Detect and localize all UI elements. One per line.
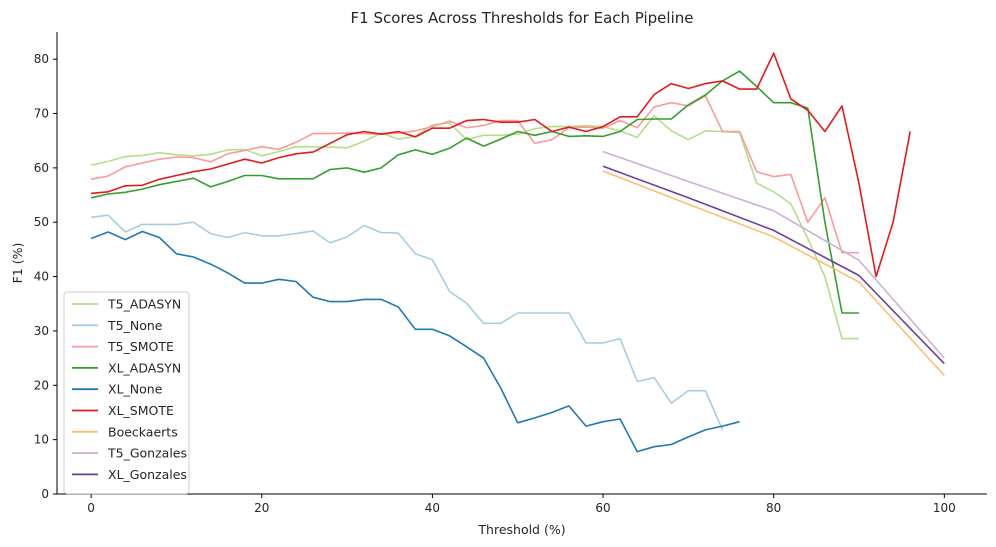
series-lines <box>90 52 945 453</box>
series-line-boeckaerts <box>602 170 945 377</box>
x-tick-label: 100 <box>933 501 956 515</box>
y-tick-label: 40 <box>34 270 49 284</box>
series-line-t5-smote <box>90 94 859 254</box>
legend-entry: T5_Gonzales <box>107 446 187 461</box>
series-line-xl-none <box>90 230 740 453</box>
series-line-t5-adasyn <box>90 114 859 340</box>
legend-entry: XL_None <box>108 382 163 397</box>
series-line-t5-gonzales <box>602 150 945 359</box>
axes <box>56 32 987 495</box>
y-tick-label: 80 <box>34 52 49 66</box>
legend-entry: T5_ADASYN <box>107 297 181 312</box>
series-line-t5-none <box>91 214 724 431</box>
chart-title: F1 Scores Across Thresholds for Each Pip… <box>351 9 694 27</box>
legend-entry: Boeckaerts <box>108 424 178 439</box>
legend: T5_ADASYN T5_None T5_SMOTE XL_ADASYN XL_None… <box>63 291 190 495</box>
series-line-xl-adasyn <box>90 70 859 314</box>
x-tick-label: 60 <box>595 501 610 515</box>
x-tick-label: 20 <box>254 501 269 515</box>
series-line-xl-gonzales <box>602 165 945 365</box>
legend-entry: XL_SMOTE <box>108 403 174 418</box>
y-axis-title: F1 (%) <box>10 243 25 284</box>
x-tick-label: 40 <box>425 501 440 515</box>
y-tick-label: 70 <box>34 107 49 121</box>
y-tick-label: 60 <box>34 161 49 175</box>
legend-box <box>63 291 190 495</box>
x-tick-label: 80 <box>766 501 781 515</box>
series-line-xl-smote <box>91 52 911 278</box>
x-tick-label: 0 <box>87 501 95 515</box>
legend-entry: XL_ADASYN <box>108 360 181 375</box>
legend-entry: T5_None <box>107 318 163 333</box>
y-tick-label: 50 <box>34 215 49 229</box>
y-tick-label: 30 <box>34 324 49 338</box>
x-axis-title: Threshold (%) <box>477 522 565 537</box>
legend-entry: XL_Gonzales <box>108 467 187 482</box>
legend-entry: T5_SMOTE <box>107 339 174 354</box>
y-tick-label: 10 <box>34 433 49 447</box>
axis-ticks: 0 20 40 60 80 100 0 10 20 30 40 50 60 70 80 <box>34 52 956 515</box>
y-tick-label: 20 <box>34 378 49 392</box>
y-tick-label: 0 <box>41 487 49 501</box>
